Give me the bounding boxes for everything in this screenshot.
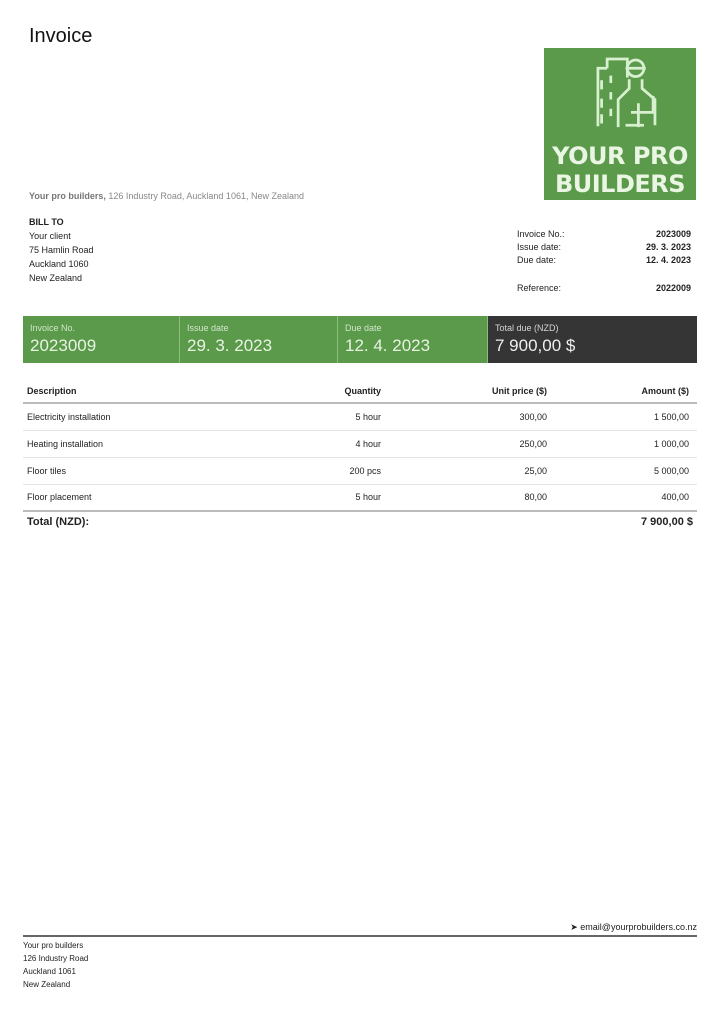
bill-to-line: Your client [29, 231, 71, 241]
company-name: Your pro builders, [29, 191, 106, 201]
meta-value: 2022009 [655, 283, 691, 293]
email-text[interactable]: email@yourprobuilders.co.nz [580, 922, 697, 932]
bill-to-line: New Zealand [29, 273, 83, 283]
banner-due-date: Due date 12. 4. 2023 [338, 316, 488, 363]
footer-address: Your pro builders 126 Industry Road Auck… [23, 939, 88, 991]
footer-line: Your pro builders [23, 941, 84, 950]
total-value: 7 900,00 $ [641, 516, 693, 528]
banner-value: 12. 4. 2023 [345, 336, 431, 355]
meta-value: 2023009 [655, 229, 691, 239]
cell-unit-price: 300,00 [519, 411, 547, 422]
company-address: 126 Industry Road, Auckland 1061, New Ze… [108, 191, 304, 201]
company-logo: YOUR PRO BUILDERS [544, 48, 696, 200]
table-row: Electricity installation 5 hour 300,00 1 50… [23, 404, 697, 431]
meta-due-date: Due date: 12. 4. 2023 [517, 255, 691, 266]
cell-amount: 5 000,00 [653, 465, 689, 476]
header-description: Description [27, 385, 77, 396]
table-row: Floor tiles 200 pcs 25,00 5 000,00 [23, 458, 697, 485]
cell-amount: 400,00 [661, 492, 689, 502]
bill-to-heading: BILL TO [29, 217, 64, 227]
meta-issue-date: Issue date: 29. 3. 2023 [517, 242, 691, 253]
cell-description: Electricity installation [27, 411, 111, 422]
meta-label: Reference: [517, 283, 562, 293]
banner-issue-date: Issue date 29. 3. 2023 [180, 316, 338, 363]
meta-reference: Reference: 2022009 [517, 283, 691, 294]
page-title: Invoice [29, 25, 93, 47]
cell-quantity: 5 hour [355, 492, 381, 502]
cell-description: Floor tiles [27, 465, 67, 476]
meta-label: Due date: [517, 255, 557, 265]
table-header: Description Quantity Unit price ($) Amou… [23, 380, 697, 404]
banner-total-due: Total due (NZD) 7 900,00 $ [488, 316, 697, 363]
cell-quantity: 4 hour [355, 438, 381, 449]
bill-to-line: 75 Hamlin Road [29, 245, 94, 255]
logo-text: YOUR PRO BUILDERS [544, 143, 696, 197]
cell-description: Floor placement [27, 492, 92, 502]
footer-email[interactable]: ➤ email@yourprobuilders.co.nz [570, 922, 697, 933]
company-address-line: Your pro builders, 126 Industry Road, Au… [29, 191, 304, 202]
bill-to: BILL TO Your client 75 Hamlin Road Auckl… [29, 215, 94, 285]
builder-illustration-icon [596, 57, 657, 128]
line-items-table: Description Quantity Unit price ($) Amou… [23, 380, 697, 529]
footer-line: 126 Industry Road [23, 954, 89, 963]
header-amount: Amount ($) [641, 385, 690, 396]
banner-label: Due date [345, 323, 382, 333]
cell-amount: 1 500,00 [653, 411, 689, 422]
banner-value: 29. 3. 2023 [187, 336, 273, 355]
bill-to-line: Auckland 1060 [29, 259, 89, 269]
cell-amount: 1 000,00 [653, 438, 689, 449]
banner-label: Total due (NZD) [495, 323, 559, 333]
cell-description: Heating installation [27, 438, 104, 449]
meta-label: Invoice No.: [517, 229, 565, 239]
meta-value: 29. 3. 2023 [645, 242, 691, 252]
footer-line: Auckland 1061 [23, 967, 76, 976]
total-label: Total (NZD): [27, 516, 90, 528]
cell-unit-price: 80,00 [524, 492, 547, 502]
footer-line: New Zealand [23, 980, 71, 989]
total-row: Total (NZD): 7 900,00 $ [23, 512, 697, 529]
meta-value: 12. 4. 2023 [645, 255, 691, 265]
cell-unit-price: 25,00 [524, 465, 547, 476]
send-icon: ➤ [570, 922, 578, 932]
banner-invoice-no: Invoice No. 2023009 [23, 316, 180, 363]
table-row: Heating installation 4 hour 250,00 1 000,00 [23, 431, 697, 458]
meta-invoice-no: Invoice No.: 2023009 [517, 229, 691, 240]
cell-quantity: 200 pcs [349, 465, 381, 476]
banner-label: Issue date [187, 323, 229, 333]
banner-label: Invoice No. [30, 323, 76, 333]
banner-value: 7 900,00 $ [495, 336, 576, 355]
summary-banner: Invoice No. 2023009 Issue date 29. 3. 2023… [23, 316, 697, 363]
logo-text-line2: BUILDERS [554, 170, 686, 198]
cell-quantity: 5 hour [355, 411, 381, 422]
meta-label: Issue date: [517, 242, 562, 252]
footer-divider [23, 935, 697, 937]
cell-unit-price: 250,00 [519, 438, 547, 449]
logo-text-line1: YOUR PRO [552, 142, 688, 170]
header-unit-price: Unit price ($) [491, 385, 547, 396]
header-quantity: Quantity [344, 385, 381, 396]
banner-value: 2023009 [30, 336, 97, 355]
table-row: Floor placement 5 hour 80,00 400,00 [23, 485, 697, 512]
